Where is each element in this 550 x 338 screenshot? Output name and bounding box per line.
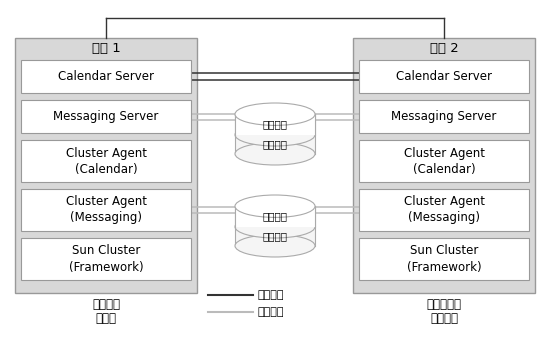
Bar: [235, 114, 315, 154]
Ellipse shape: [235, 143, 315, 165]
Bar: [21, 189, 191, 231]
Text: 热备用节点: 热备用节点: [426, 297, 461, 311]
Text: （主）: （主）: [96, 313, 117, 325]
Text: 专用网络: 专用网络: [258, 307, 284, 317]
Text: Cluster Agent
(Messaging): Cluster Agent (Messaging): [65, 195, 146, 224]
Bar: [15, 38, 197, 293]
Text: Cluster Agent
(Messaging): Cluster Agent (Messaging): [404, 195, 485, 224]
Text: 消息存储: 消息存储: [262, 120, 288, 129]
Ellipse shape: [235, 195, 315, 217]
Text: 消息存储: 消息存储: [262, 212, 288, 221]
Text: Sun Cluster
(Framework): Sun Cluster (Framework): [69, 244, 144, 273]
Bar: [235, 206, 315, 246]
Bar: [359, 60, 529, 93]
Text: 日历存储: 日历存储: [262, 139, 288, 149]
Bar: [21, 100, 191, 133]
Text: 活动节点: 活动节点: [92, 297, 120, 311]
Text: 日历存储: 日历存储: [262, 231, 288, 241]
Bar: [359, 238, 529, 280]
Text: Cluster Agent
(Calendar): Cluster Agent (Calendar): [65, 146, 146, 175]
Text: （备份）: （备份）: [430, 313, 458, 325]
Text: Messaging Server: Messaging Server: [391, 110, 497, 123]
Bar: [359, 189, 529, 231]
Bar: [235, 206, 315, 227]
Text: 系统 2: 系统 2: [430, 43, 458, 55]
Text: 系统 1: 系统 1: [92, 43, 120, 55]
Text: Sun Cluster
(Framework): Sun Cluster (Framework): [406, 244, 481, 273]
Bar: [21, 140, 191, 182]
Ellipse shape: [235, 103, 315, 125]
Text: 公共网络: 公共网络: [258, 290, 284, 300]
Bar: [235, 114, 315, 135]
Bar: [353, 38, 535, 293]
Bar: [359, 140, 529, 182]
Text: Calendar Server: Calendar Server: [396, 70, 492, 83]
Ellipse shape: [235, 124, 315, 146]
Bar: [21, 238, 191, 280]
Bar: [359, 100, 529, 133]
Ellipse shape: [235, 216, 315, 238]
Bar: [21, 60, 191, 93]
Ellipse shape: [235, 235, 315, 257]
Text: Messaging Server: Messaging Server: [53, 110, 159, 123]
Text: Calendar Server: Calendar Server: [58, 70, 154, 83]
Text: Cluster Agent
(Calendar): Cluster Agent (Calendar): [404, 146, 485, 175]
